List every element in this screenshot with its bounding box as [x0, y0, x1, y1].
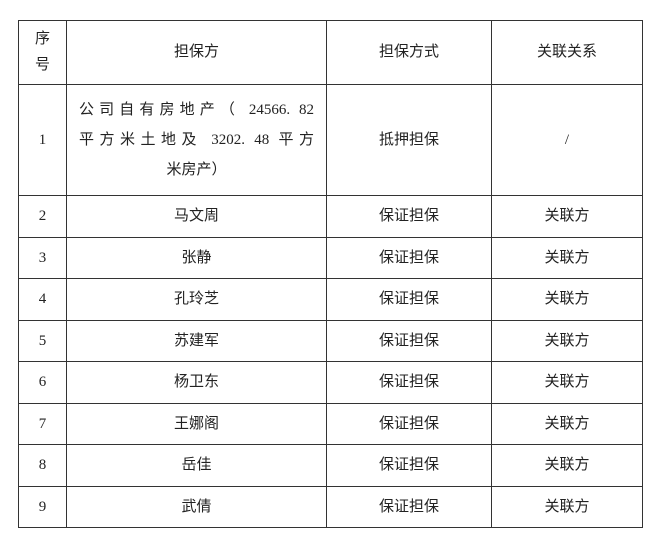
cell-seq: 1 — [19, 85, 67, 196]
cell-method: 抵押担保 — [327, 85, 492, 196]
header-seq-char1: 序 — [23, 27, 62, 53]
cell-seq: 6 — [19, 362, 67, 404]
cell-guarantor: 张静 — [67, 237, 327, 279]
cell-seq: 9 — [19, 486, 67, 528]
table-row: 2 马文周 保证担保 关联方 — [19, 196, 643, 238]
cell-guarantor: 武倩 — [67, 486, 327, 528]
cell-method: 保证担保 — [327, 320, 492, 362]
table-row: 1 公司自有房地产（ 24566. 82 平方米土地及 3202. 48 平方 … — [19, 85, 643, 196]
cell-seq: 7 — [19, 403, 67, 445]
table-row: 6 杨卫东 保证担保 关联方 — [19, 362, 643, 404]
cell-method: 保证担保 — [327, 445, 492, 487]
cell-method: 保证担保 — [327, 362, 492, 404]
cell-relation: 关联方 — [492, 237, 643, 279]
header-method: 担保方式 — [327, 21, 492, 85]
cell-seq: 2 — [19, 196, 67, 238]
cell-guarantor-long: 公司自有房地产（ 24566. 82 平方米土地及 3202. 48 平方 米房… — [67, 85, 327, 196]
cell-seq: 3 — [19, 237, 67, 279]
header-relation: 关联关系 — [492, 21, 643, 85]
cell-method: 保证担保 — [327, 196, 492, 238]
cell-guarantor: 岳佳 — [67, 445, 327, 487]
header-guarantor: 担保方 — [67, 21, 327, 85]
header-seq: 序 号 — [19, 21, 67, 85]
cell-seq: 8 — [19, 445, 67, 487]
guarantor-line: 公司自有房地产（ 24566. 82 — [79, 95, 314, 125]
cell-method: 保证担保 — [327, 403, 492, 445]
cell-guarantor: 苏建军 — [67, 320, 327, 362]
table-row: 7 王娜阁 保证担保 关联方 — [19, 403, 643, 445]
table-row: 9 武倩 保证担保 关联方 — [19, 486, 643, 528]
table-row: 5 苏建军 保证担保 关联方 — [19, 320, 643, 362]
cell-guarantor: 马文周 — [67, 196, 327, 238]
header-row: 序 号 担保方 担保方式 关联关系 — [19, 21, 643, 85]
cell-relation: 关联方 — [492, 486, 643, 528]
table-row: 3 张静 保证担保 关联方 — [19, 237, 643, 279]
cell-relation: 关联方 — [492, 403, 643, 445]
cell-guarantor: 孔玲芝 — [67, 279, 327, 321]
cell-relation: 关联方 — [492, 279, 643, 321]
table-header: 序 号 担保方 担保方式 关联关系 — [19, 21, 643, 85]
cell-method: 保证担保 — [327, 279, 492, 321]
cell-seq: 5 — [19, 320, 67, 362]
cell-relation: 关联方 — [492, 445, 643, 487]
table-row: 4 孔玲芝 保证担保 关联方 — [19, 279, 643, 321]
guarantor-line: 米房产） — [79, 155, 314, 185]
cell-relation: 关联方 — [492, 196, 643, 238]
guarantor-line: 平方米土地及 3202. 48 平方 — [79, 125, 314, 155]
table-row: 8 岳佳 保证担保 关联方 — [19, 445, 643, 487]
cell-guarantor: 王娜阁 — [67, 403, 327, 445]
cell-relation: 关联方 — [492, 362, 643, 404]
cell-method: 保证担保 — [327, 486, 492, 528]
cell-seq: 4 — [19, 279, 67, 321]
table-body: 1 公司自有房地产（ 24566. 82 平方米土地及 3202. 48 平方 … — [19, 85, 643, 528]
cell-relation: / — [492, 85, 643, 196]
header-seq-char2: 号 — [23, 53, 62, 79]
cell-relation: 关联方 — [492, 320, 643, 362]
cell-method: 保证担保 — [327, 237, 492, 279]
cell-guarantor: 杨卫东 — [67, 362, 327, 404]
guarantee-table: 序 号 担保方 担保方式 关联关系 1 公司自有房地产（ 24566. 82 平… — [18, 20, 643, 528]
